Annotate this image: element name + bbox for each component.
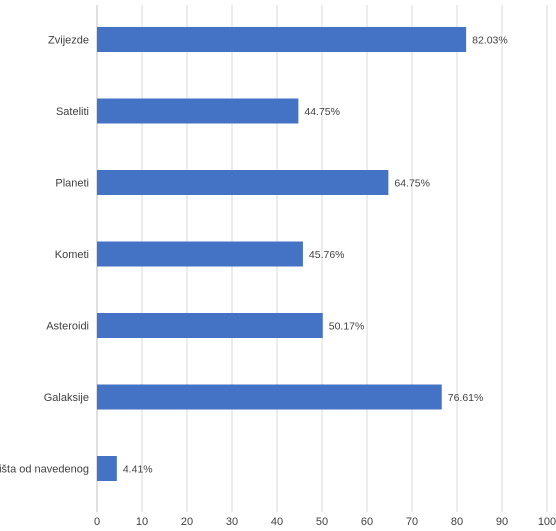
x-tick-label: 70 bbox=[406, 516, 418, 528]
bar bbox=[97, 241, 303, 267]
x-tick-label: 90 bbox=[496, 516, 508, 528]
x-tick-label: 60 bbox=[361, 516, 373, 528]
bar bbox=[97, 98, 299, 124]
bar bbox=[97, 313, 323, 338]
value-labels: 82.03% 44.75% 64.75% 45.76% 50.17% 76.61% 4.41… bbox=[123, 35, 508, 476]
category-label: Zvijezde bbox=[48, 35, 89, 47]
value-label: 50.17% bbox=[329, 321, 365, 333]
x-tick-label: 0 bbox=[94, 516, 100, 528]
x-tick-label: 40 bbox=[271, 516, 283, 528]
bar bbox=[97, 27, 467, 52]
category-label: Planeti bbox=[55, 178, 89, 190]
value-label: 64.75% bbox=[394, 178, 430, 190]
value-label: 45.76% bbox=[309, 249, 345, 261]
x-tick-label: 30 bbox=[226, 516, 238, 528]
value-label: 76.61% bbox=[448, 392, 484, 404]
value-label: 4.41% bbox=[123, 464, 153, 476]
x-tick-label: 80 bbox=[451, 516, 463, 528]
bar bbox=[97, 384, 442, 410]
category-label: Asteroidi bbox=[46, 321, 89, 333]
category-labels: Zvijezde Sateliti Planeti Kometi Asteroidi Ga… bbox=[0, 35, 89, 476]
x-tick-label: 50 bbox=[316, 516, 328, 528]
x-tick-label: 100 bbox=[538, 516, 556, 528]
x-axis-ticks: 0 10 20 30 40 50 60 70 80 90 100 bbox=[94, 516, 556, 528]
bars bbox=[97, 27, 467, 481]
category-label: Sateliti bbox=[56, 106, 89, 118]
bar bbox=[97, 170, 389, 195]
category-label: Ništa od navedenog bbox=[0, 464, 89, 476]
value-label: 44.75% bbox=[304, 106, 340, 118]
category-label: Galaksije bbox=[44, 392, 89, 404]
category-label: Kometi bbox=[55, 249, 89, 261]
value-label: 82.03% bbox=[472, 35, 508, 47]
x-tick-label: 20 bbox=[181, 516, 193, 528]
bar bbox=[97, 456, 117, 481]
x-tick-label: 10 bbox=[136, 516, 148, 528]
